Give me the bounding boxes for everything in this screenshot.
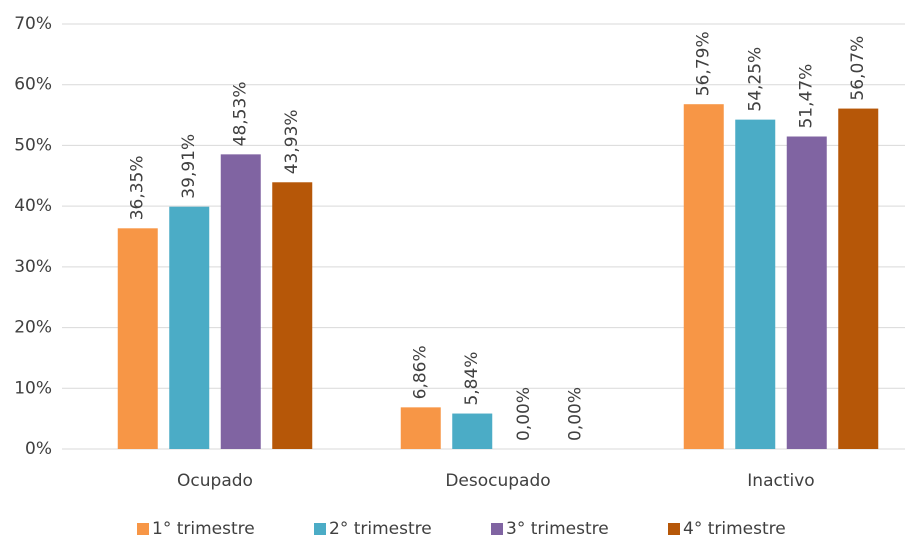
y-tick-label: 40%: [14, 196, 52, 216]
legend-label: 4° trimestre: [683, 519, 786, 539]
value-label: 56,07%: [848, 36, 868, 101]
value-label: 56,79%: [694, 31, 714, 96]
legend-swatch: [668, 523, 680, 535]
value-label: 36,35%: [128, 155, 148, 220]
value-label: 5,84%: [462, 352, 482, 406]
y-tick-label: 0%: [25, 439, 52, 459]
legend-label: 1° trimestre: [152, 519, 255, 539]
legend-swatch: [137, 523, 149, 535]
bar: [400, 407, 441, 449]
legend-swatch: [491, 523, 503, 535]
value-label: 51,47%: [797, 64, 817, 129]
bar: [838, 108, 879, 449]
value-label: 43,93%: [282, 109, 302, 174]
y-tick-label: 70%: [14, 14, 52, 34]
bar: [786, 136, 827, 449]
value-label: 48,53%: [231, 82, 251, 147]
value-label: 54,25%: [745, 47, 765, 112]
y-tick-label: 20%: [14, 318, 52, 338]
bar: [169, 206, 210, 449]
legend-label: 3° trimestre: [506, 519, 609, 539]
x-tick-label: Desocupado: [445, 471, 550, 491]
bar: [117, 228, 158, 449]
x-tick-label: Inactivo: [747, 471, 814, 491]
legend-label: 2° trimestre: [329, 519, 432, 539]
value-label: 6,86%: [411, 345, 431, 399]
bar: [272, 182, 313, 449]
y-tick-label: 50%: [14, 135, 52, 155]
bar: [452, 413, 493, 449]
y-tick-label: 60%: [14, 75, 52, 95]
y-tick-label: 30%: [14, 257, 52, 277]
bar: [683, 104, 724, 449]
value-label: 0,00%: [514, 387, 534, 441]
bar: [220, 154, 261, 449]
y-tick-label: 10%: [14, 378, 52, 398]
bar: [735, 119, 776, 449]
value-label: 39,91%: [179, 134, 199, 199]
x-tick-label: Ocupado: [177, 471, 253, 491]
legend-swatch: [314, 523, 326, 535]
value-label: 0,00%: [565, 387, 585, 441]
